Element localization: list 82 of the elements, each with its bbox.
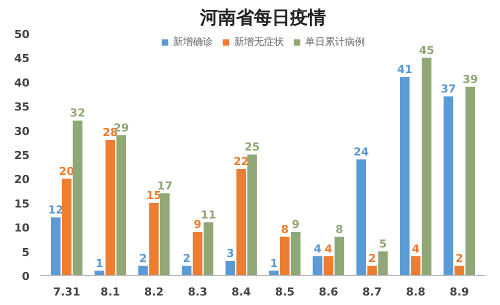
legend-label: 单日累计病例 [305,36,365,49]
bar [106,140,116,276]
bar [160,193,170,276]
data-label: 4 [314,242,322,256]
bar [269,270,279,276]
data-label: 9 [292,218,300,232]
bar [225,260,236,276]
data-label: 25 [244,140,260,154]
bar [116,135,126,276]
y-tick-label: 10 [14,222,30,235]
x-tick-label: 8.1 [100,286,120,298]
data-label: 4 [324,242,333,256]
bar [50,217,61,276]
bar [454,266,464,276]
data-label: 5 [379,237,387,250]
y-tick-label: 40 [14,76,30,90]
data-label: 9 [194,218,202,232]
bar [422,58,432,276]
data-label: 2 [368,252,376,265]
data-label: 41 [397,63,412,76]
data-label: 45 [418,44,434,57]
legend-label: 新增无症状 [234,36,284,49]
bar [367,266,377,276]
bar [400,77,410,276]
bar [247,154,257,276]
x-tick-label: 8.4 [231,286,252,298]
data-label: 2 [455,252,464,265]
bar [290,232,301,276]
data-label: 2 [139,252,147,265]
chart-title: 河南省每日疫情 [199,8,326,28]
bar [149,202,159,276]
bar [465,86,476,276]
bar [204,222,214,276]
legend-label: 新增确诊 [173,36,213,49]
data-label: 1 [96,256,104,270]
x-tick-label: 8.2 [144,286,164,298]
data-label: 4 [412,242,420,256]
bar [280,236,290,276]
bar [312,256,322,276]
bar [236,169,246,276]
y-tick-label: 50 [14,28,30,41]
y-tick-label: 35 [14,100,30,114]
data-label: 32 [70,106,86,120]
bar [192,232,202,276]
data-label: 24 [354,145,370,158]
data-label: 8 [336,222,344,236]
data-label: 17 [157,179,172,192]
y-tick-label: 25 [14,149,30,162]
bar [72,120,82,276]
bar [138,266,148,276]
bar [378,251,388,276]
x-tick-label: 7.31 [53,286,80,298]
data-label: 22 [234,155,249,168]
bar [94,270,104,276]
data-label: 1 [270,256,278,270]
data-label: 2 [182,252,190,265]
x-tick-label: 8.5 [275,286,295,298]
bar [62,178,72,276]
y-tick-label: 15 [14,197,30,210]
x-tick-label: 8.9 [450,286,470,298]
y-tick-label: 20 [14,173,30,186]
y-tick-label: 0 [22,270,30,283]
bar [356,159,366,276]
data-label: 8 [280,222,289,236]
x-tick-label: 8.7 [362,286,382,298]
bar [410,256,420,276]
data-label: 20 [59,164,75,178]
y-tick-label: 45 [14,52,30,66]
bar [324,256,334,276]
y-tick-label: 30 [14,124,30,138]
x-tick-label: 8.8 [406,286,426,298]
bar [444,96,454,276]
x-tick-label: 8.3 [188,286,208,298]
y-tick-label: 5 [22,246,30,259]
data-label: 12 [48,204,64,217]
bar [182,266,192,276]
x-tick-label: 8.6 [318,286,339,298]
data-label: 37 [440,82,456,96]
bar [334,236,344,276]
data-label: 11 [200,208,216,222]
data-label: 39 [462,72,478,86]
data-label: 3 [226,247,234,260]
